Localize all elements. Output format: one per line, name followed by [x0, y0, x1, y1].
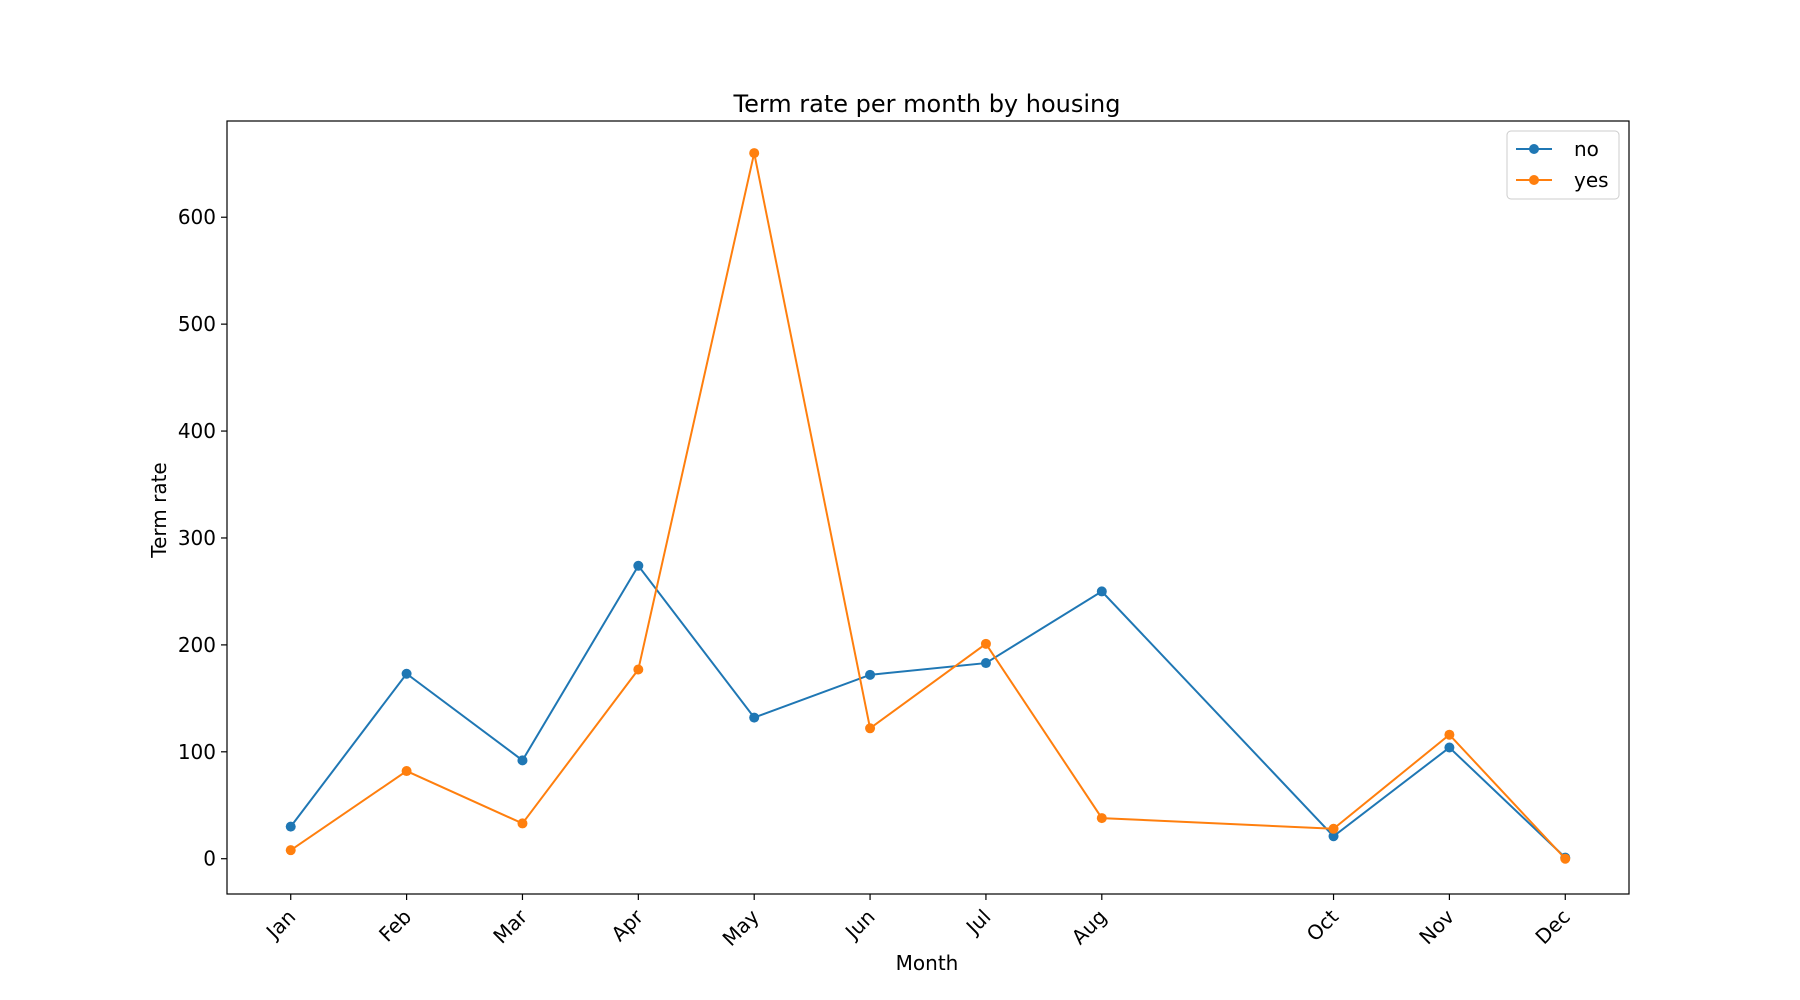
data-point-no: [1444, 742, 1455, 753]
legend-marker-yes: [1529, 175, 1539, 185]
data-point-yes: [285, 845, 296, 856]
data-point-no: [1328, 831, 1339, 842]
x-tick-label: Oct: [1302, 904, 1344, 946]
series-no: [285, 560, 1571, 863]
data-point-no: [865, 669, 876, 680]
data-point-no: [749, 712, 760, 723]
plot-area: 0 100 200 300 400 500 600 Jan Feb Mar Apr May Jun Jul…: [178, 120, 1630, 951]
y-tick-label: 300: [178, 526, 216, 550]
data-point-no: [517, 755, 528, 766]
data-point-no: [980, 658, 991, 669]
data-point-yes: [1560, 853, 1571, 864]
x-axis-label: Month: [896, 951, 959, 975]
data-point-yes: [1444, 729, 1455, 740]
data-point-yes: [1096, 813, 1107, 824]
series-yes: [285, 148, 1571, 864]
data-point-no: [285, 821, 296, 832]
y-axis-label: Term rate: [147, 462, 171, 558]
legend-label-no: no: [1574, 137, 1599, 161]
plot-frame: [226, 120, 1630, 895]
data-point-yes: [517, 818, 528, 829]
x-tick-label: Jul: [960, 905, 995, 940]
data-point-yes: [401, 766, 412, 777]
legend: no yes: [1506, 130, 1620, 200]
y-tick-label: 0: [203, 847, 216, 871]
x-tick-label: Aug: [1067, 905, 1112, 950]
x-tick-label: Nov: [1414, 904, 1459, 949]
data-point-yes: [749, 148, 760, 159]
y-tick-label: 600: [178, 205, 216, 229]
x-tick-label: Dec: [1530, 905, 1574, 949]
y-tick-label: 500: [178, 312, 216, 336]
data-point-no: [401, 668, 412, 679]
y-tick-label: 100: [178, 740, 216, 764]
data-point-yes: [980, 638, 991, 649]
legend-label-yes: yes: [1574, 168, 1609, 192]
legend-marker-no: [1529, 144, 1539, 154]
x-tick-label: May: [718, 904, 764, 950]
x-tick-label: Jan: [260, 905, 300, 945]
x-tick-label: Apr: [606, 904, 648, 946]
data-point-no: [1096, 586, 1107, 597]
data-point-yes: [1328, 823, 1339, 834]
x-tick-label: Feb: [374, 905, 416, 947]
y-tick-label: 200: [178, 633, 216, 657]
chart-title: Term rate per month by housing: [733, 90, 1121, 118]
data-point-yes: [865, 723, 876, 734]
data-point-no: [633, 560, 644, 571]
y-tick-label: 400: [178, 419, 216, 443]
series-line-no: [289, 563, 1566, 859]
data-point-yes: [633, 664, 644, 675]
series-line-yes: [290, 152, 1567, 860]
x-tick-label: Mar: [488, 904, 532, 948]
x-tick-label: Jun: [839, 905, 879, 945]
